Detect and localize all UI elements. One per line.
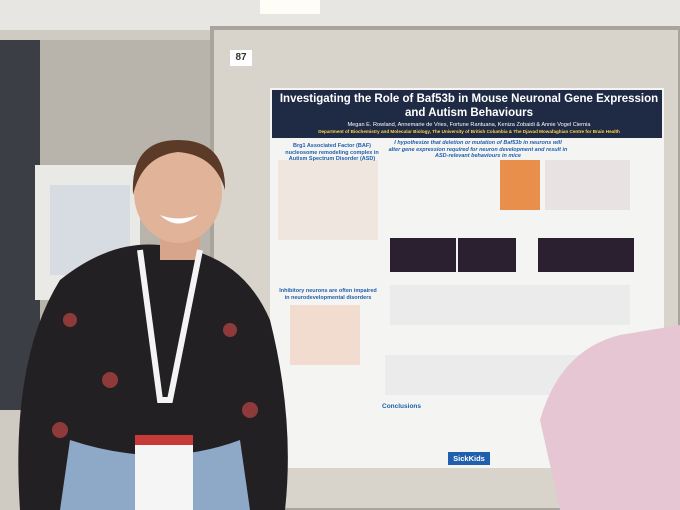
heatmap <box>500 160 540 210</box>
section-heading: Conclusions <box>382 403 422 410</box>
section-heading: Inhibitory neurons are often impaired in… <box>279 288 377 301</box>
floral-top <box>18 244 288 510</box>
lanyard <box>137 249 203 403</box>
micrograph <box>458 238 516 272</box>
smile <box>160 215 198 224</box>
micrograph <box>538 238 634 272</box>
poster-title-bar <box>272 90 662 138</box>
ceiling-light <box>260 0 320 14</box>
poster-authors: Megan E. Rowland, Annemarie de Vries, Fo… <box>347 122 591 128</box>
face <box>134 143 222 243</box>
badge-header <box>135 435 193 445</box>
figure-baf <box>278 160 378 240</box>
micrograph <box>390 238 456 272</box>
board-number: 87 <box>230 50 252 66</box>
plots <box>390 285 630 325</box>
poster-affiliation: Department of Biochemistry and Molecular… <box>318 129 620 134</box>
poster-title: Investigating the Role of Baf53b in Mous… <box>279 93 659 119</box>
figure-list <box>545 160 630 210</box>
ceiling <box>0 0 680 30</box>
hypothesis: I hypothesize that deletion or mutation … <box>388 140 568 159</box>
name-badge <box>135 435 193 510</box>
hair <box>132 140 226 195</box>
section-heading: Brg1 Associated Factor (BAF) nucleosome … <box>285 143 379 162</box>
neuron-figure <box>290 305 360 365</box>
sponsor-logo: SickKids <box>448 452 490 465</box>
visitor-shirt <box>540 325 680 510</box>
